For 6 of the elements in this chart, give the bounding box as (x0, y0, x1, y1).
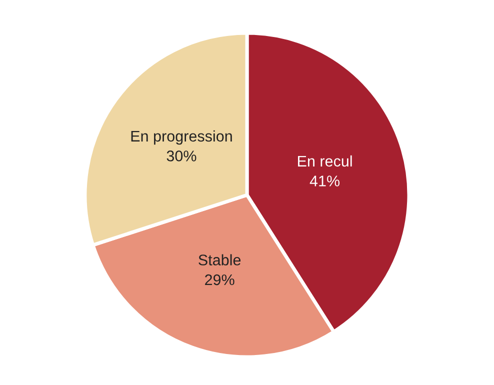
slice-label: En recul (298, 155, 352, 167)
data-label: 41% (310, 176, 340, 186)
slice-label: En progression (131, 130, 232, 145)
slice-label: Stable (198, 254, 241, 266)
data-label: 29% (205, 274, 234, 286)
data-label: 30% (166, 150, 196, 162)
